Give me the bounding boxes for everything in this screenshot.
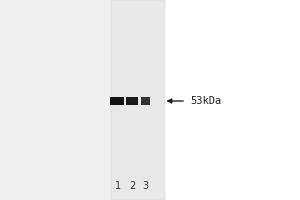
- Text: 1: 1: [116, 181, 122, 191]
- Text: 53kDa: 53kDa: [190, 96, 222, 106]
- Text: 3: 3: [142, 181, 148, 191]
- Text: 2: 2: [129, 181, 135, 191]
- FancyBboxPatch shape: [110, 97, 124, 105]
- FancyBboxPatch shape: [111, 0, 165, 200]
- FancyBboxPatch shape: [126, 97, 138, 105]
- FancyBboxPatch shape: [141, 97, 150, 105]
- FancyBboxPatch shape: [0, 0, 111, 200]
